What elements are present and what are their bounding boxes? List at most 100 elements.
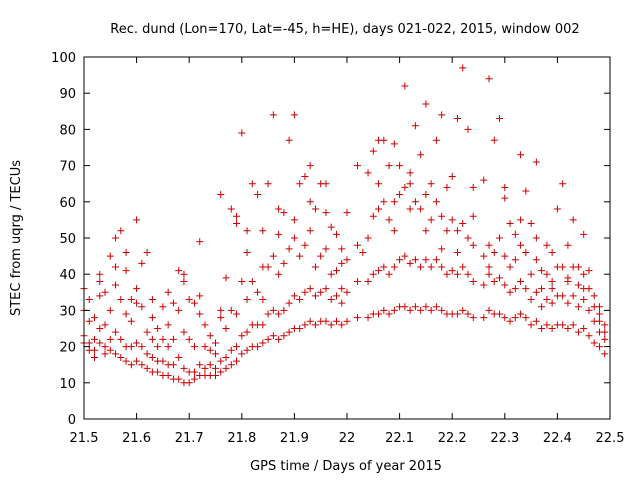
data-point (143, 350, 151, 358)
data-point (480, 281, 488, 289)
data-point (401, 183, 409, 191)
data-point (559, 180, 567, 188)
data-point (259, 339, 267, 347)
data-point (269, 306, 277, 314)
data-point (448, 172, 456, 180)
data-point (233, 220, 241, 228)
data-point (385, 310, 393, 318)
data-point (385, 162, 393, 170)
data-point (364, 277, 372, 285)
data-point (338, 285, 346, 293)
data-point (338, 299, 346, 307)
data-point (417, 205, 425, 213)
data-point (238, 350, 246, 358)
data-point (448, 216, 456, 224)
data-point (369, 212, 377, 220)
data-point (127, 317, 135, 325)
data-point (406, 169, 414, 177)
data-point (422, 256, 430, 264)
data-point (96, 270, 104, 278)
data-point (117, 335, 125, 343)
data-point (517, 241, 525, 249)
data-point (411, 122, 419, 130)
data-point (406, 180, 414, 188)
y-tick-label: 70 (59, 160, 76, 175)
data-point (595, 303, 603, 311)
data-point (369, 147, 377, 155)
data-point (569, 216, 577, 224)
data-point (527, 270, 535, 278)
data-point (548, 277, 556, 285)
data-point (311, 292, 319, 300)
data-point (306, 162, 314, 170)
data-point (338, 321, 346, 329)
data-point (254, 191, 262, 199)
data-point (243, 296, 251, 304)
data-point (306, 317, 314, 325)
data-point (427, 180, 435, 188)
data-point (227, 205, 235, 213)
data-point (201, 321, 209, 329)
data-point (154, 343, 162, 351)
data-point (511, 230, 519, 238)
data-point (143, 248, 151, 256)
data-point (354, 277, 362, 285)
data-point (201, 364, 209, 372)
data-point (343, 288, 351, 296)
data-point (290, 234, 298, 242)
data-point (406, 259, 414, 267)
data-point (311, 321, 319, 329)
data-point (406, 306, 414, 314)
data-point (264, 180, 272, 188)
data-point (380, 263, 388, 271)
data-point (280, 306, 288, 314)
data-point (243, 248, 251, 256)
data-point (469, 183, 477, 191)
data-point (180, 270, 188, 278)
data-point (590, 292, 598, 300)
data-point (259, 296, 267, 304)
data-point (438, 212, 446, 220)
y-tick-label: 10 (59, 377, 76, 392)
data-point (401, 303, 409, 311)
data-point (206, 332, 214, 340)
data-point (275, 270, 283, 278)
data-point (280, 332, 288, 340)
data-point (396, 162, 404, 170)
data-point (443, 270, 451, 278)
data-point (180, 328, 188, 336)
data-point (85, 317, 93, 325)
data-point (574, 303, 582, 311)
data-point (527, 220, 535, 228)
data-point (169, 335, 177, 343)
data-point (159, 303, 167, 311)
data-point (480, 314, 488, 322)
data-point (480, 176, 488, 184)
data-point (285, 299, 293, 307)
data-point (296, 325, 304, 332)
data-point (364, 234, 372, 242)
data-point (196, 292, 204, 300)
data-point (285, 136, 293, 144)
data-point (448, 267, 456, 275)
data-point (317, 252, 325, 260)
data-point (453, 115, 461, 123)
data-point (101, 350, 109, 358)
data-point (169, 361, 177, 369)
data-point (254, 343, 262, 351)
data-point (106, 346, 114, 354)
y-tick-label: 100 (51, 51, 76, 66)
data-point (233, 212, 241, 220)
data-point (117, 353, 125, 361)
data-point (190, 343, 198, 351)
data-point (280, 259, 288, 267)
data-point (417, 151, 425, 159)
data-point (343, 209, 351, 217)
data-point (243, 227, 251, 235)
data-point (380, 136, 388, 144)
data-point (490, 248, 498, 256)
data-point (427, 263, 435, 271)
data-point (422, 227, 430, 235)
data-point (538, 303, 546, 311)
